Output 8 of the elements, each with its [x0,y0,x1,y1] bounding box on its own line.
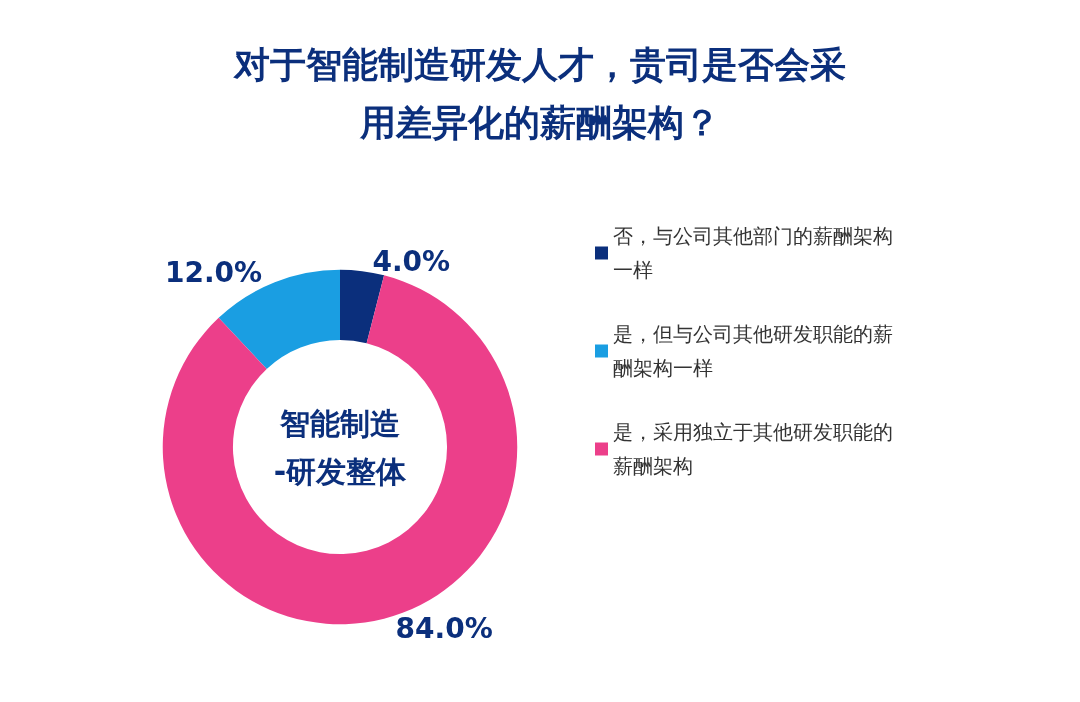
legend-label: 否，与公司其他部门的薪酬架构一样 [613,224,893,282]
data-label: 12.0% [164,256,263,290]
text: 智能制造 -研发整体 [273,405,408,489]
chart-title: 对于智能制造研发人才，贵司是否会采用差异化的薪酬架构？ [233,43,846,143]
data-label: 4.0% [372,244,451,278]
data-label: 84.0% [395,611,493,645]
legend-label: 是，采用独立于其他研发职能的薪酬架构 [613,420,893,478]
legend-label: 是，但与公司其他研发职能的薪酬架构一样 [613,322,893,380]
